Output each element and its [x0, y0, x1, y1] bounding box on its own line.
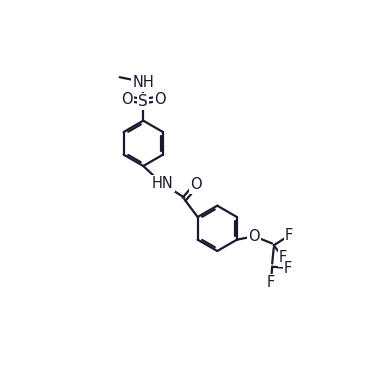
Text: O: O	[154, 92, 166, 107]
Text: F: F	[279, 251, 287, 265]
Text: HN: HN	[152, 176, 174, 191]
Text: S: S	[138, 94, 148, 109]
Text: O: O	[248, 229, 260, 244]
Text: O: O	[121, 92, 133, 107]
Text: F: F	[284, 261, 292, 276]
Text: NH: NH	[132, 75, 154, 91]
Text: O: O	[190, 177, 202, 192]
Text: F: F	[266, 275, 275, 290]
Text: F: F	[285, 228, 293, 243]
